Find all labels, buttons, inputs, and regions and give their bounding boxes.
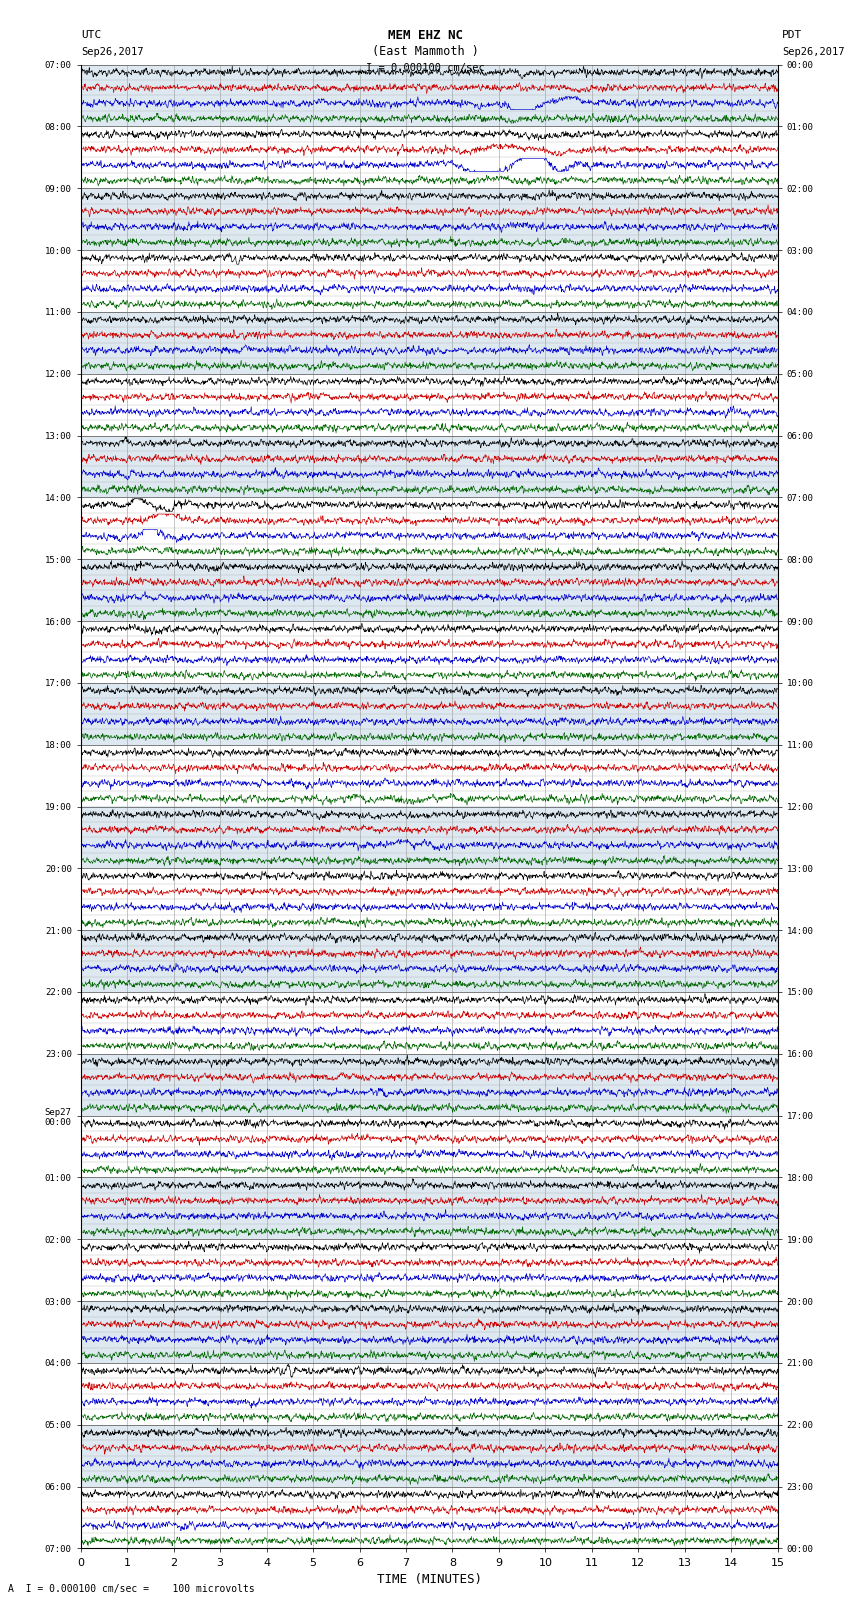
Text: PDT: PDT <box>782 31 802 40</box>
Bar <box>81 311 778 374</box>
Bar <box>81 1053 778 1116</box>
Bar <box>81 682 778 745</box>
Text: MEM EHZ NC: MEM EHZ NC <box>388 29 462 42</box>
Text: A  I = 0.000100 cm/sec =    100 microvolts: A I = 0.000100 cm/sec = 100 microvolts <box>8 1584 255 1594</box>
Bar <box>81 1487 778 1548</box>
Bar <box>81 250 778 311</box>
Bar <box>81 992 778 1053</box>
Bar <box>81 560 778 621</box>
Bar <box>81 374 778 436</box>
Bar <box>81 1116 778 1177</box>
Bar <box>81 931 778 992</box>
Text: Sep26,2017: Sep26,2017 <box>782 47 845 56</box>
Bar <box>81 621 778 682</box>
Bar <box>81 745 778 806</box>
Bar <box>81 1177 778 1239</box>
Bar <box>81 189 778 250</box>
Bar <box>81 868 778 931</box>
Bar <box>81 436 778 497</box>
Bar <box>81 1239 778 1302</box>
Bar <box>81 1302 778 1363</box>
X-axis label: TIME (MINUTES): TIME (MINUTES) <box>377 1573 482 1586</box>
Text: UTC: UTC <box>81 31 101 40</box>
Bar <box>81 1363 778 1424</box>
Text: Sep26,2017: Sep26,2017 <box>81 47 144 56</box>
Bar <box>81 1424 778 1487</box>
Bar <box>81 65 778 126</box>
Bar <box>81 497 778 560</box>
Bar <box>81 126 778 189</box>
Text: I = 0.000100 cm/sec: I = 0.000100 cm/sec <box>366 63 484 73</box>
Bar <box>81 806 778 868</box>
Text: (East Mammoth ): (East Mammoth ) <box>371 45 479 58</box>
